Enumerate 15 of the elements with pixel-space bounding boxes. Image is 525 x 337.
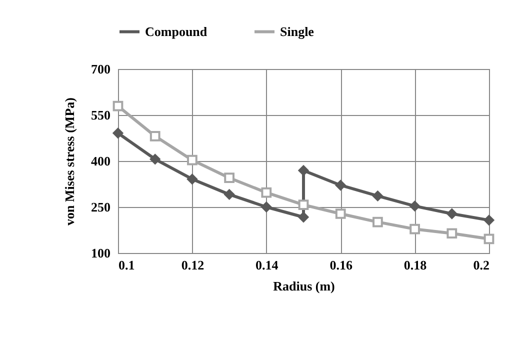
x-tick-label: 0.1 <box>118 258 135 272</box>
y-tick-label: 100 <box>91 246 110 260</box>
x-tick-label: 0.18 <box>404 258 428 272</box>
x-axis-title: Radius (m) <box>273 278 335 294</box>
x-tick-label: 0.12 <box>181 258 204 272</box>
y-tick-label: 550 <box>91 108 110 122</box>
x-tick-label: 0.16 <box>330 258 353 272</box>
legend-label: Compound <box>145 24 208 39</box>
x-tick-label: 0.2 <box>473 258 490 272</box>
y-tick-label: 250 <box>91 200 110 214</box>
legend-label: Single <box>280 24 314 39</box>
x-tick-label: 0.14 <box>256 258 279 272</box>
y-tick-label: 700 <box>91 62 110 76</box>
y-tick-label: 400 <box>91 154 110 168</box>
y-axis-title: von Mises stress (MPa) <box>62 98 77 226</box>
